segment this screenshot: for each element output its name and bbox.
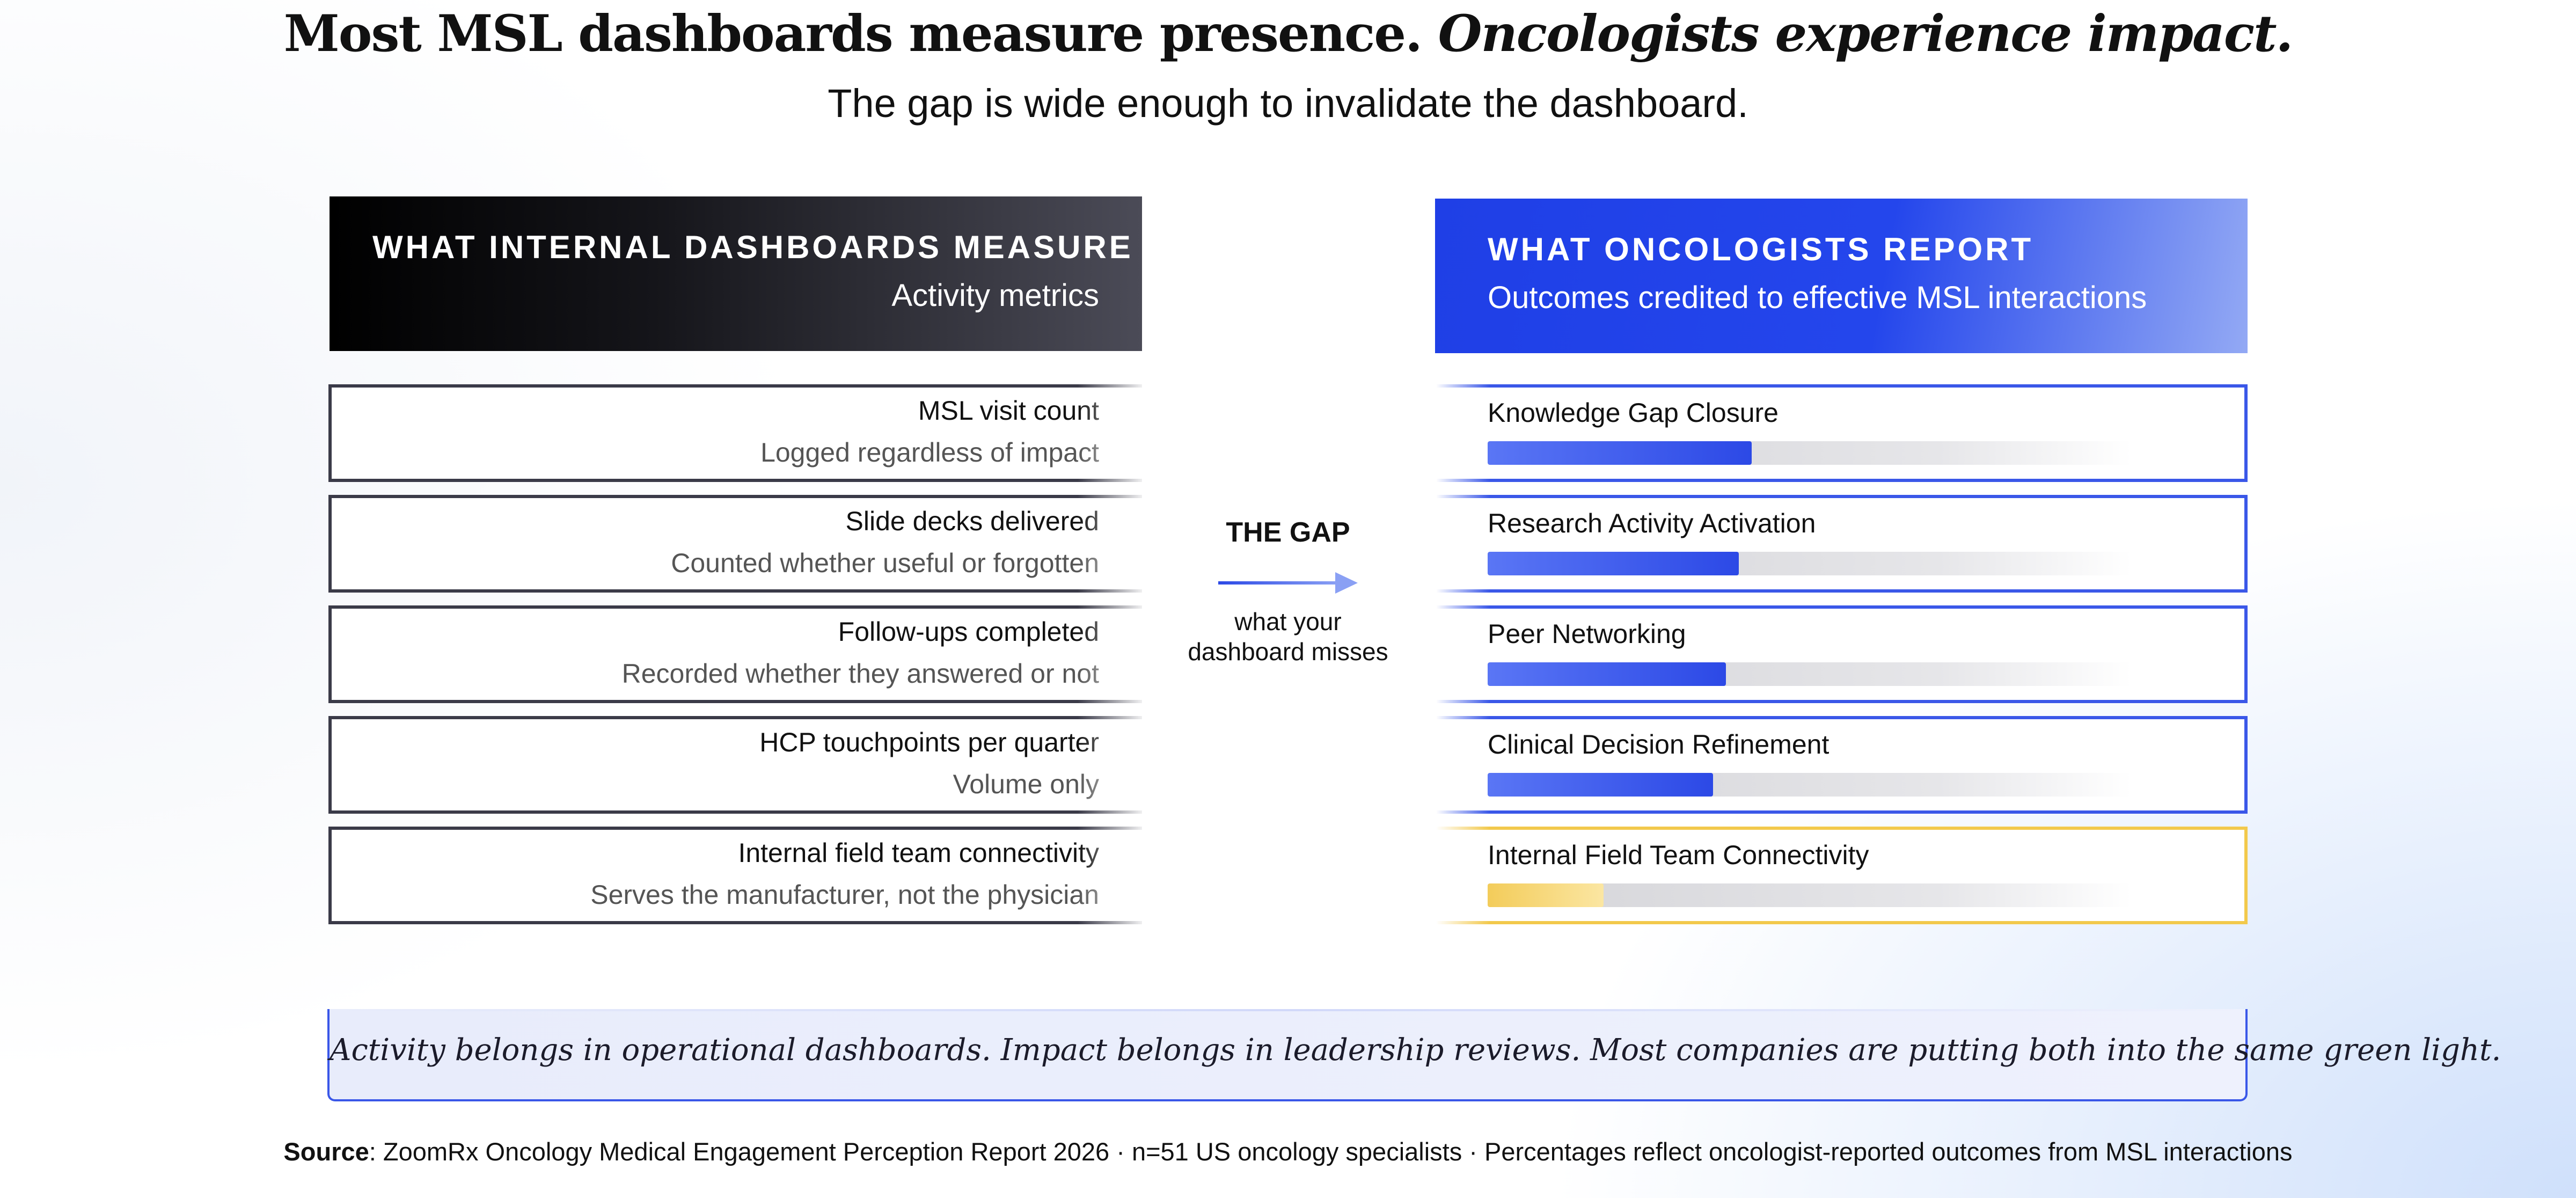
gap-caption-line: dashboard misses: [1188, 638, 1388, 666]
outcome-label: Clinical Decision Refinement: [1488, 729, 1829, 759]
outcome-bar: [1488, 552, 1739, 575]
right-panel-header: WHAT ONCOLOGISTS REPORT Outcomes credite…: [1435, 199, 2248, 353]
activity-metric-title: MSL visit count: [918, 396, 1099, 426]
right-panel-title: WHAT ONCOLOGISTS REPORT: [1488, 231, 2034, 267]
left-panel-title: WHAT INTERNAL DASHBOARDS MEASURE: [372, 229, 1133, 265]
outcome-card: Research Activity Activation: [1436, 495, 2248, 593]
outcome-bar: [1488, 773, 1713, 797]
outcome-bar: [1488, 662, 1726, 686]
activity-metric-title: Follow-ups completed: [838, 617, 1099, 647]
title-part-1: Most MSL dashboards measure presence.: [283, 4, 1423, 63]
source-label: Source: [283, 1137, 369, 1166]
activity-metric-note: Counted whether useful or forgotten: [671, 548, 1099, 578]
title-part-2: Oncologists experience impact.: [1438, 4, 2294, 63]
left-panel-subtitle: Activity metrics: [891, 278, 1099, 313]
outcome-card: Peer Networking: [1436, 605, 2248, 703]
activity-metric-note: Logged regardless of impact: [760, 437, 1099, 467]
activity-metric-note: Recorded whether they answered or not: [621, 659, 1099, 689]
outcome-bar-track: [1488, 662, 2132, 686]
outcome-bar: [1488, 441, 1752, 465]
source-text: : ZoomRx Oncology Medical Engagement Per…: [369, 1137, 2293, 1166]
outcome-label: Internal Field Team Connectivity: [1488, 840, 1869, 870]
activity-metric-card: Follow-ups completed Recorded whether th…: [328, 605, 1142, 703]
activity-metric-card: MSL visit count Logged regardless of imp…: [328, 384, 1142, 482]
activity-metric-title: Internal field team connectivity: [738, 838, 1099, 868]
gap-caption: what your dashboard misses: [1154, 607, 1422, 667]
outcome-label: Knowledge Gap Closure: [1488, 398, 1779, 428]
source-note: Source: ZoomRx Oncology Medical Engageme…: [0, 1137, 2576, 1166]
gap-caption-line: what your: [1234, 608, 1342, 635]
quote-box: Activity belongs in operational dashboar…: [327, 1009, 2501, 1101]
outcome-bar-track: [1488, 441, 2132, 465]
outcome-card: Clinical Decision Refinement: [1436, 716, 2248, 814]
outcome-label: Peer Networking: [1488, 619, 1686, 649]
page-subtitle: The gap is wide enough to invalidate the…: [828, 81, 1748, 126]
quote-text: Activity belongs in operational dashboar…: [330, 1033, 2501, 1068]
activity-metric-card: HCP touchpoints per quarter Volume only: [328, 716, 1142, 814]
activity-metric-title: HCP touchpoints per quarter: [759, 727, 1099, 757]
right-panel-subtitle: Outcomes credited to effective MSL inter…: [1488, 280, 2147, 315]
activity-metric-note: Serves the manufacturer, not the physici…: [590, 880, 1099, 910]
outcome-label: Research Activity Activation: [1488, 508, 1816, 538]
outcome-bar-track: [1488, 552, 2132, 575]
outcome-bar: [1488, 883, 1604, 907]
left-panel-header: WHAT INTERNAL DASHBOARDS MEASURE Activit…: [330, 196, 1142, 351]
outcome-card: Knowledge Gap Closure: [1436, 384, 2248, 482]
activity-metric-title: Slide decks delivered: [845, 506, 1100, 536]
outcome-bar-track: [1488, 773, 2132, 797]
gap-title: THE GAP: [1226, 517, 1350, 548]
outcome-card: Internal Field Team Connectivity: [1436, 827, 2248, 924]
activity-metric-card: Internal field team connectivity Serves …: [328, 827, 1142, 924]
page-title: Most MSL dashboards measure presence. On…: [0, 4, 2576, 63]
outcome-bar-track: [1488, 883, 2132, 907]
activity-metric-card: Slide decks delivered Counted whether us…: [328, 495, 1142, 593]
arrow-right-icon: [1218, 572, 1358, 594]
activity-metric-note: Volume only: [953, 769, 1099, 799]
